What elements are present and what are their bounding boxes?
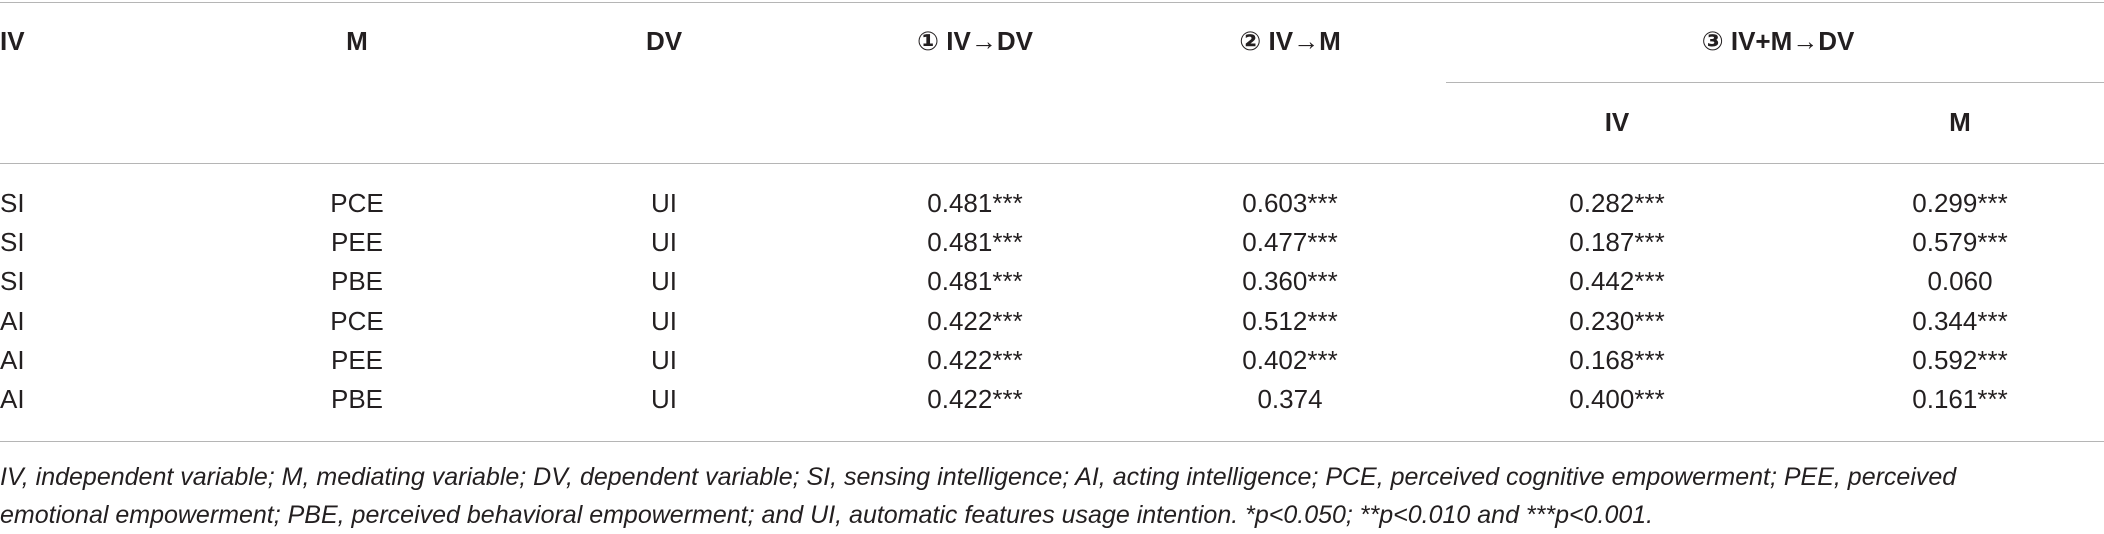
step3-subheader-rule [1446,82,2104,83]
header-step3: ③ IV+M→DV [1701,26,1855,56]
table-cell-row-step3-m: 0.579*** [1912,227,2008,258]
table-cell-row-dv: UI [651,305,677,336]
table-cell-row-step3-iv: 0.187*** [1569,227,1665,258]
table-cell-row-step3-m: 0.161*** [1912,384,2008,414]
table-cell-row-step3-iv: 0.282*** [1569,188,1665,218]
header-dv: DV [645,26,683,56]
table-cell-row-step3-iv: 0.230*** [1569,305,1665,336]
table-cell-row-step1: 0.422*** [927,384,1023,414]
table-cell-row-iv: SI [0,227,25,258]
table-top-rule [0,2,2104,3]
table-cell-row-iv: AI [0,305,25,336]
table-cell-row-step1: 0.481*** [927,227,1023,258]
header-bottom-rule [0,163,2104,164]
table-cell-row-step3-m: 0.060 [1927,266,1993,297]
header-step1: ① IV→DV [917,26,1033,56]
table-bottom-rule [0,441,2104,442]
table-cell-row-step3-iv: 0.400*** [1569,384,1665,414]
table-cell-row-step1: 0.481*** [927,266,1023,297]
table-cell-row-m: PEE [330,227,384,258]
table-cell-row-m: PCE [330,305,384,336]
table-cell-row-iv: AI [0,344,25,375]
table-cell-row-step3-m: 0.592*** [1912,344,2008,375]
table-cell-row-step2: 0.374 [1257,384,1323,414]
table-cell-row-step3-iv: 0.168*** [1569,344,1665,375]
header-step3-iv: IV [1604,107,1630,137]
table-cell-row-step1: 0.422*** [927,344,1023,375]
table-cell-row-dv: UI [651,227,677,258]
table-cell-row-m: PBE [330,266,384,297]
table-cell-row-m: PCE [330,188,384,218]
table-cell-row-step2: 0.477*** [1242,227,1338,258]
table-cell-row-step3-iv: 0.442*** [1569,266,1665,297]
table-cell-row-step2: 0.603*** [1242,188,1338,218]
table-cell-row-step2: 0.512*** [1242,305,1338,336]
table-cell-row-dv: UI [651,344,677,375]
table-cell-row-iv: SI [0,188,25,218]
table-cell-row-m: PEE [330,344,384,375]
table-cell-row-step2: 0.360*** [1242,266,1338,297]
table-footnote: IV, independent variable; M, mediating v… [0,463,1957,529]
table-cell-row-step3-m: 0.299*** [1912,188,2008,218]
table-cell-row-step3-m: 0.344*** [1912,305,2008,336]
header-step3-m: M [1949,107,1971,137]
table-cell-row-step1: 0.422*** [927,305,1023,336]
table-cell-row-m: PBE [330,384,384,414]
table-cell-row-dv: UI [651,384,677,414]
header-m: M [346,26,368,56]
header-iv: IV [0,26,25,56]
table-cell-row-dv: UI [651,266,677,297]
table-cell-row-iv: AI [0,384,25,414]
table-cell-row-iv: SI [0,266,25,297]
table-cell-row-step1: 0.481*** [927,188,1023,218]
table-cell-row-dv: UI [651,188,677,218]
header-step2: ② IV→M [1239,26,1341,56]
table-cell-row-step2: 0.402*** [1242,344,1338,375]
